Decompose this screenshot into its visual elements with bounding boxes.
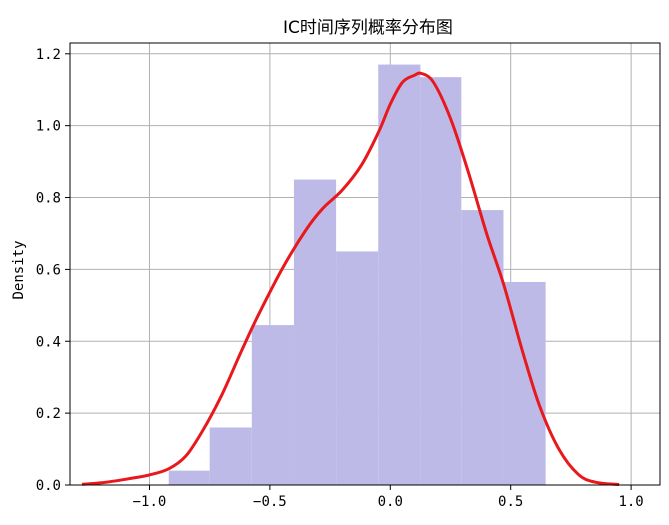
x-tick-label: 0.5	[498, 494, 523, 510]
histogram-bar	[378, 64, 421, 485]
histogram-bars	[168, 64, 546, 485]
x-tick-label: 1.0	[618, 494, 643, 510]
kde-curve-layer	[81, 71, 620, 487]
histogram-bar	[251, 325, 294, 485]
y-axis-ticks: 0.0 0.2 0.4 0.6 0.8 1.0 1.2	[36, 47, 70, 494]
y-axis-label: Density	[11, 240, 27, 299]
x-tick-label: 0.0	[378, 494, 403, 510]
histogram-bar	[168, 470, 210, 485]
chart-title: IC时间序列概率分布图	[283, 18, 453, 38]
y-tick-label: 0.8	[36, 191, 61, 207]
x-axis-ticks: −1.0 −0.5 0.0 0.5 1.0	[133, 485, 644, 510]
histogram-bar	[336, 251, 379, 485]
y-tick-label: 0.4	[36, 334, 61, 350]
y-tick-label: 1.2	[36, 47, 61, 63]
histogram-bar	[420, 77, 462, 485]
y-tick-label: 0.0	[36, 478, 61, 494]
x-tick-label: −1.0	[133, 494, 167, 510]
y-tick-label: 1.0	[36, 119, 61, 135]
y-tick-label: 0.6	[36, 262, 61, 278]
histogram-bar	[209, 427, 252, 485]
y-tick-label: 0.2	[36, 406, 61, 422]
kde-curve	[81, 71, 620, 487]
x-tick-label: −0.5	[253, 494, 287, 510]
histogram-bar	[503, 281, 546, 485]
histogram-bar	[461, 210, 504, 485]
plot-frame	[69, 42, 661, 486]
histogram-bar	[293, 179, 337, 485]
